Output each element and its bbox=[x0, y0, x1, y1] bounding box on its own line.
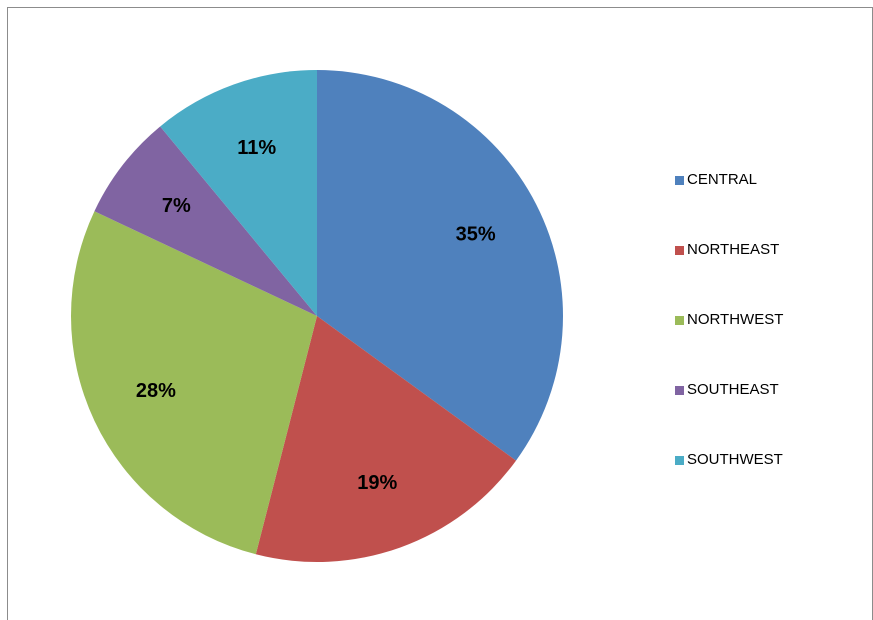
pie-slice-central bbox=[317, 70, 563, 461]
pie-slices bbox=[70, 70, 563, 563]
pie-slice-northwest bbox=[70, 211, 317, 555]
chart-legend: CENTRAL NORTHEAST NORTHWEST SOUTHEAST SOUTHW… bbox=[675, 170, 855, 520]
legend-item-southeast: SOUTHEAST bbox=[675, 380, 855, 400]
legend-label-central: CENTRAL bbox=[687, 171, 758, 188]
data-label-northeast: 19% bbox=[357, 472, 397, 494]
legend-label-northwest: NORTHWEST bbox=[687, 311, 784, 328]
legend-item-southwest: SOUTHWEST bbox=[675, 450, 855, 470]
pie-slice-northeast bbox=[255, 316, 517, 563]
pie-data-labels: 35% 19% 28% 7% 11% bbox=[136, 137, 496, 494]
legend-swatch-southwest bbox=[675, 455, 684, 465]
data-label-central: 35% bbox=[456, 223, 496, 245]
legend-swatch-central bbox=[675, 175, 684, 185]
legend-swatch-northwest bbox=[675, 315, 684, 325]
legend-label-northeast: NORTHEAST bbox=[687, 241, 780, 258]
data-label-southeast: 7% bbox=[162, 195, 191, 217]
legend-swatch-northeast bbox=[675, 245, 684, 255]
legend-swatch-southeast bbox=[675, 385, 684, 395]
pie-slice-southwest bbox=[160, 70, 317, 316]
data-label-northwest: 28% bbox=[136, 380, 176, 402]
legend-item-central: CENTRAL bbox=[675, 170, 855, 190]
data-label-southwest: 11% bbox=[237, 137, 276, 159]
legend-item-northwest: NORTHWEST bbox=[675, 310, 855, 330]
legend-item-northeast: NORTHEAST bbox=[675, 240, 855, 260]
legend-label-southeast: SOUTHEAST bbox=[687, 381, 779, 398]
legend-label-southwest: SOUTHWEST bbox=[687, 451, 783, 468]
pie-slice-southeast bbox=[94, 126, 318, 317]
